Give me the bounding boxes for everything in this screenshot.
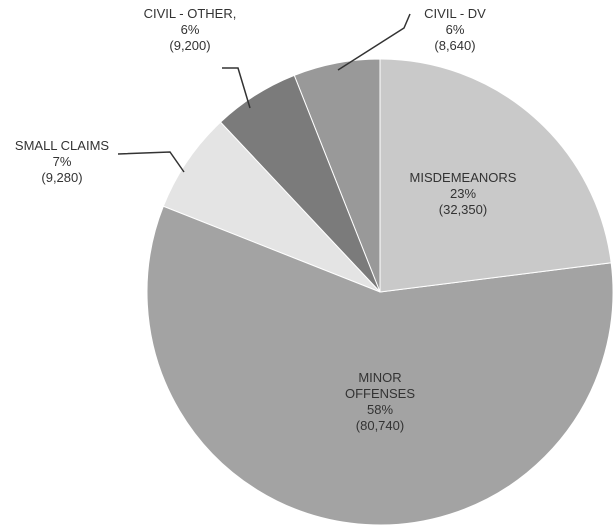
pie-slice bbox=[379, 58, 612, 293]
count-label: (9,280) bbox=[41, 170, 83, 185]
slice-label: CIVIL - DV 6% (8,640) bbox=[375, 6, 535, 54]
category-name: MISDEMEANORS bbox=[409, 170, 517, 185]
slice-label: CIVIL - OTHER, 6% (9,200) bbox=[110, 6, 270, 54]
count-label: (8,640) bbox=[434, 38, 476, 53]
slice-label: MINOR OFFENSES 58% (80,740) bbox=[325, 370, 435, 434]
category-name: CIVIL - OTHER, bbox=[143, 6, 237, 21]
percent-label: 58% bbox=[366, 402, 394, 417]
leader-line bbox=[117, 151, 185, 173]
percent-label: 6% bbox=[180, 22, 200, 37]
category-name: CIVIL - DV bbox=[424, 6, 486, 21]
count-label: (80,740) bbox=[355, 418, 405, 433]
count-label: (9,200) bbox=[169, 38, 211, 53]
percent-label: 6% bbox=[445, 22, 465, 37]
leader-line bbox=[337, 13, 411, 71]
percent-label: 23% bbox=[449, 186, 477, 201]
category-name: SMALL CLAIMS bbox=[14, 138, 110, 153]
category-name: MINOR OFFENSES bbox=[344, 370, 416, 401]
slice-label: MISDEMEANORS 23% (32,350) bbox=[383, 170, 543, 218]
slice-label: SMALL CLAIMS 7% (9,280) bbox=[0, 138, 142, 186]
pie-slice bbox=[162, 121, 381, 293]
count-label: (32,350) bbox=[438, 202, 488, 217]
leader-line bbox=[222, 67, 251, 109]
pie-slice bbox=[146, 205, 614, 526]
percent-label: 7% bbox=[52, 154, 72, 169]
